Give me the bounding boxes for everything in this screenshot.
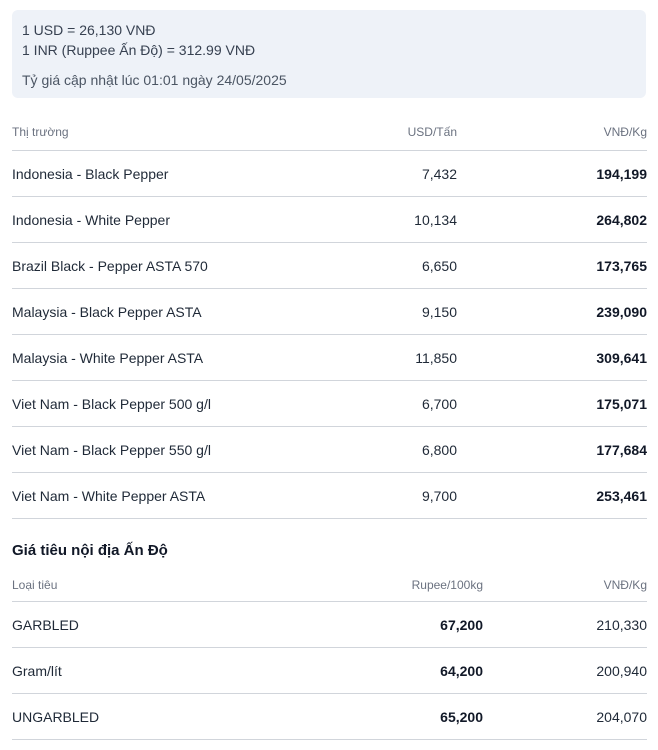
usd-rate: 1 USD = 26,130 VNĐ [22,22,156,38]
inr-rate: 1 INR (Ruppee Ấn Độ) = 312.99 VNĐ [22,42,256,58]
usd-price: 6,700 [272,380,457,427]
table-row: Indonesia - White Pepper 10,134 264,802 [12,196,647,243]
vnd-price: 210,330 [483,601,647,648]
table-header-row: Thị trường USD/Tấn VNĐ/Kg [12,114,647,151]
header-vnd-per-kg: VNĐ/Kg [457,114,647,151]
rupee-price: 65,200 [272,693,483,740]
table-header-row: Loại tiêu Rupee/100kg VNĐ/Kg [12,568,647,602]
table-row: Malaysia - Black Pepper ASTA 9,150 239,0… [12,288,647,335]
pepper-type: UNGARBLED [12,693,272,740]
usd-price: 11,850 [272,334,457,381]
header-vnd-per-kg: VNĐ/Kg [483,568,647,602]
market-name: Brazil Black - Pepper ASTA 570 [12,242,272,289]
usd-price: 6,800 [272,426,457,473]
usd-price: 10,134 [272,196,457,243]
table-row: Indonesia - Black Pepper 7,432 194,199 [12,150,647,197]
table-row: Malaysia - White Pepper ASTA 11,850 309,… [12,334,647,381]
table-row: UNGARBLED 65,200 204,070 [12,693,647,740]
market-name: Viet Nam - White Pepper ASTA [12,472,272,519]
vnd-price: 173,765 [457,242,647,289]
rate-updated-time: Tỷ giá cập nhật lúc 01:01 ngày 24/05/202… [22,72,287,88]
header-rupee-per-100kg: Rupee/100kg [272,568,483,602]
table-row: Brazil Black - Pepper ASTA 570 6,650 173… [12,242,647,289]
usd-price: 6,650 [272,242,457,289]
pepper-type: Gram/lít [12,647,272,694]
vnd-price: 309,641 [457,334,647,381]
vnd-price: 177,684 [457,426,647,473]
table-row: Viet Nam - Black Pepper 500 g/l 6,700 17… [12,380,647,427]
market-name: Indonesia - White Pepper [12,196,272,243]
pepper-type: GARBLED [12,601,272,648]
table-row: Viet Nam - Black Pepper 550 g/l 6,800 17… [12,426,647,473]
header-pepper-type: Loại tiêu [12,568,272,602]
vnd-price: 239,090 [457,288,647,335]
india-pepper-price-table: Loại tiêu Rupee/100kg VNĐ/Kg GARBLED 67,… [12,568,647,740]
rupee-price: 67,200 [272,601,483,648]
table-row: Gram/lít 64,200 200,940 [12,647,647,694]
vnd-price: 264,802 [457,196,647,243]
world-pepper-price-table: Thị trường USD/Tấn VNĐ/Kg Indonesia - Bl… [12,114,647,519]
header-market: Thị trường [12,114,272,151]
header-usd-per-ton: USD/Tấn [272,114,457,151]
vnd-price: 200,940 [483,647,647,694]
market-name: Malaysia - Black Pepper ASTA [12,288,272,335]
table-row: Viet Nam - White Pepper ASTA 9,700 253,4… [12,472,647,519]
usd-price: 9,700 [272,472,457,519]
rupee-price: 64,200 [272,647,483,694]
usd-price: 9,150 [272,288,457,335]
vnd-price: 204,070 [483,693,647,740]
india-section-title: Giá tiêu nội địa Ấn Độ [12,542,168,559]
vnd-price: 194,199 [457,150,647,197]
market-name: Viet Nam - Black Pepper 550 g/l [12,426,272,473]
market-name: Viet Nam - Black Pepper 500 g/l [12,380,272,427]
market-name: Indonesia - Black Pepper [12,150,272,197]
vnd-price: 253,461 [457,472,647,519]
table-row: GARBLED 67,200 210,330 [12,601,647,648]
usd-price: 7,432 [272,150,457,197]
exchange-rate-box: 1 USD = 26,130 VNĐ 1 INR (Ruppee Ấn Độ) … [12,10,646,98]
vnd-price: 175,071 [457,380,647,427]
market-name: Malaysia - White Pepper ASTA [12,334,272,381]
